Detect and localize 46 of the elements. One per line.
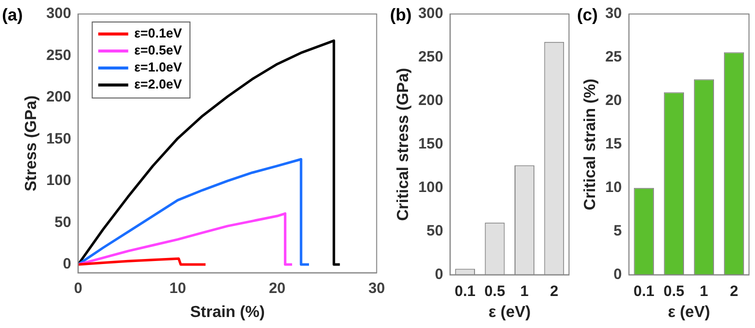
x-tick-label: 0 [74, 280, 82, 297]
y-tick-label: 250 [46, 46, 72, 64]
x-tick-label: 30 [368, 280, 385, 297]
legend-label: ε=0.1eV [134, 26, 182, 41]
y-tick-label: 50 [54, 214, 72, 231]
chart-title: (a) [2, 6, 23, 25]
y-tick-label: 150 [46, 130, 72, 148]
x-tick-label: 0.5 [484, 282, 506, 300]
chart-title: (b) [390, 6, 412, 25]
x-tick-label: 0.1 [454, 282, 476, 300]
legend-label: ε=0.5eV [134, 42, 182, 58]
y-tick-label: 25 [605, 48, 622, 66]
y-tick-label: 0 [62, 256, 72, 273]
x-axis-title: Strain (%) [190, 304, 265, 321]
x-tick-label: 2 [550, 282, 558, 300]
y-tick-label: 200 [418, 92, 444, 110]
y-tick-label: 50 [426, 222, 444, 240]
y-axis-title: Critical stress (GPa) [395, 68, 412, 221]
y-tick-label: 10 [605, 179, 622, 196]
chart-title: (c) [577, 6, 598, 25]
y-tick-label: 100 [418, 179, 444, 196]
y-tick-label: 250 [418, 48, 444, 66]
x-tick-label: 20 [268, 280, 286, 297]
y-tick-label: 300 [418, 5, 444, 22]
y-tick-label: 5 [614, 222, 622, 240]
y-tick-label: 0 [434, 266, 444, 283]
legend-label: ε=1.0eV [134, 60, 182, 75]
x-axis-title: ε (eV) [488, 304, 531, 321]
legend-label: ε=2.0eV [134, 76, 182, 92]
x-axis-title: ε (eV) [668, 304, 710, 321]
x-tick-label: 1 [520, 282, 529, 300]
x-tick-label: 1 [700, 282, 708, 300]
y-tick-label: 300 [46, 5, 72, 22]
x-tick-label: 10 [169, 280, 186, 297]
y-axis-title: Critical strain (%) [582, 78, 600, 210]
y-tick-label: 150 [418, 136, 444, 153]
y-tick-label: 0 [614, 266, 622, 283]
y-axis-title: Stress (GPa) [23, 95, 40, 192]
x-tick-label: 2 [730, 282, 738, 300]
y-tick-label: 200 [46, 88, 72, 106]
y-tick-label: 30 [605, 5, 622, 22]
x-tick-label: 0.5 [664, 282, 684, 300]
y-tick-label: 15 [605, 136, 622, 153]
x-tick-label: 0.1 [633, 282, 654, 300]
y-tick-label: 20 [605, 92, 622, 110]
y-tick-label: 100 [46, 172, 72, 190]
